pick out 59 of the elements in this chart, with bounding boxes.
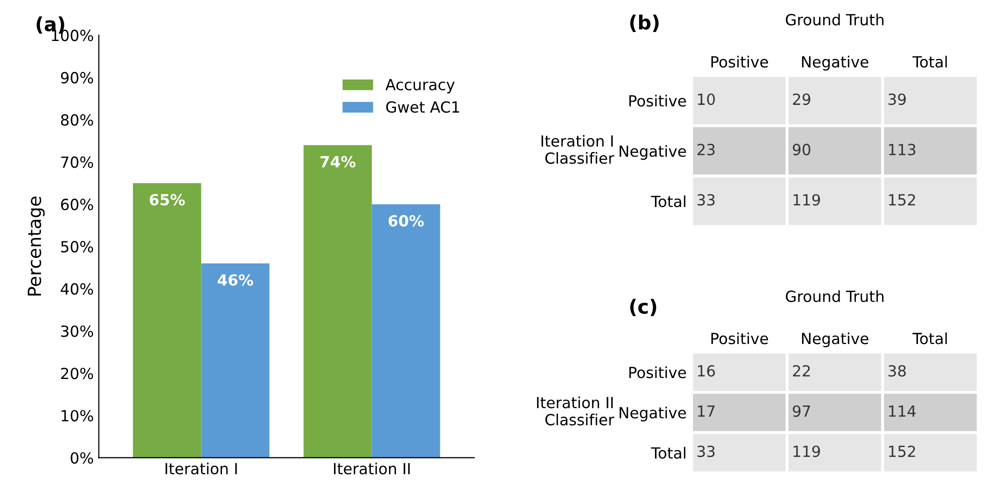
data-label: 10	[698, 93, 715, 106]
x-tick-label: Positive	[711, 56, 768, 68]
data-label: 38	[888, 365, 906, 377]
data-label: 60%	[388, 215, 424, 227]
y-axis-title: Iteration I Classifier	[542, 134, 614, 164]
data-label: 119	[794, 194, 820, 206]
data-label: 152	[889, 194, 916, 206]
bar	[132, 183, 202, 458]
y-tick-label: Total	[651, 195, 686, 208]
x-tick-label: Iteration II	[334, 462, 410, 474]
data-label: 46%	[218, 274, 254, 286]
x-axis-title: Ground Truth	[786, 290, 884, 302]
data-label: 74%	[320, 156, 356, 168]
data-label: 17	[698, 406, 715, 417]
data-label: 90	[792, 144, 810, 156]
legend-label: Accuracy	[385, 79, 455, 94]
y-tick-label: 60%	[61, 198, 94, 210]
data-label: 65%	[150, 194, 185, 206]
data-label: 33	[698, 194, 715, 206]
chart-title: (b)	[630, 14, 659, 32]
data-label: 97	[792, 405, 810, 417]
data-label: 29	[793, 93, 810, 106]
y-tick-label: Total	[651, 446, 686, 459]
bar	[201, 263, 270, 458]
y-tick-label: 0%	[70, 452, 94, 464]
bar	[304, 145, 372, 458]
y-tick-label: 50%	[61, 240, 94, 252]
data-label: 39	[888, 93, 906, 106]
data-label: 114	[889, 406, 916, 417]
x-tick-label: Iteration I	[166, 462, 237, 474]
legend-label: Gwet AC1	[386, 101, 460, 113]
y-tick-label: Positive	[629, 366, 686, 378]
y-tick-label: 30%	[61, 325, 94, 337]
x-axis-title: Ground Truth	[786, 14, 884, 26]
y-tick-label: Negative	[620, 406, 686, 422]
y-tick-label: 10%	[62, 410, 94, 422]
x-tick-label: Negative	[802, 56, 868, 71]
data-label: 152	[889, 446, 916, 458]
bar	[372, 204, 440, 458]
y-tick-label: 20%	[61, 368, 94, 380]
y-tick-label: 80%	[61, 114, 94, 126]
data-label: 113	[889, 144, 916, 156]
data-label: 16	[698, 365, 715, 377]
y-axis-title: Percentage	[28, 196, 45, 296]
y-tick-label: 70%	[61, 156, 94, 168]
y-axis-title: Iteration II Classifier	[537, 396, 614, 426]
y-tick-label: 90%	[60, 72, 94, 84]
x-tick-label: Total	[912, 56, 947, 68]
data-label: 23	[697, 144, 715, 156]
y-tick-label: Positive	[629, 94, 686, 107]
y-tick-label: 40%	[60, 283, 94, 295]
data-label: 33	[698, 446, 715, 458]
x-tick-label: Negative	[802, 332, 868, 348]
data-label: 22	[793, 365, 810, 376]
data-label: 119	[794, 446, 820, 458]
chart-title: (c)	[630, 298, 656, 316]
x-tick-label: Total	[912, 332, 947, 344]
x-tick-label: Positive	[711, 332, 768, 344]
y-tick-label: Negative	[620, 145, 686, 160]
